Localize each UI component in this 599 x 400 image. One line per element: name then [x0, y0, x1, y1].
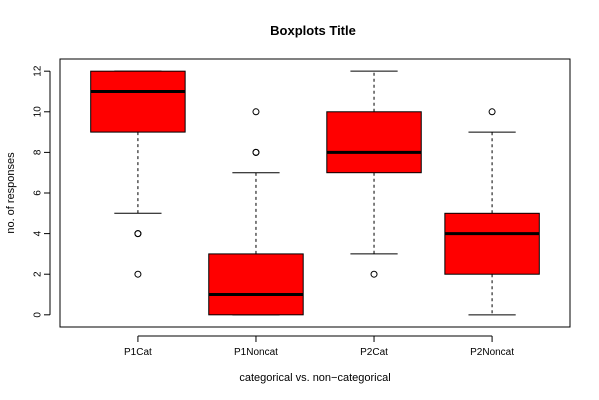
y-tick-label: 2	[33, 271, 44, 277]
box-P1Cat	[90, 70, 186, 133]
x-tick-label: P1Cat	[124, 347, 152, 358]
outlier-point	[370, 270, 378, 278]
y-tick-label: 8	[33, 149, 44, 155]
y-axis-label: no. of responses	[5, 152, 17, 234]
chart-title: Boxplots Title	[270, 23, 356, 38]
y-tick-label: 6	[33, 190, 44, 196]
outlier-point	[134, 270, 142, 278]
y-tick-label: 10	[33, 106, 44, 118]
outlier-point	[488, 108, 496, 116]
plot-area: 0 2 4 6 8 10 12 P1Cat P1Noncat P2Cat P2Noncat	[33, 58, 571, 358]
x-axis-label: categorical vs. non−categorical	[239, 372, 390, 384]
outlier-point	[134, 230, 142, 238]
box-P2Noncat	[444, 212, 540, 275]
y-tick-label: 4	[33, 230, 44, 236]
outlier-point	[252, 108, 260, 116]
x-tick-label: P2Noncat	[470, 347, 514, 358]
outlier-point	[252, 148, 260, 156]
x-tick-label: P1Noncat	[234, 347, 278, 358]
box-P1Noncat	[208, 253, 304, 316]
box-P2Cat	[326, 111, 422, 174]
x-tick-label: P2Cat	[360, 347, 388, 358]
y-tick-label: 12	[33, 65, 44, 77]
plot-frame	[59, 58, 571, 328]
y-tick-label: 0	[33, 312, 44, 318]
